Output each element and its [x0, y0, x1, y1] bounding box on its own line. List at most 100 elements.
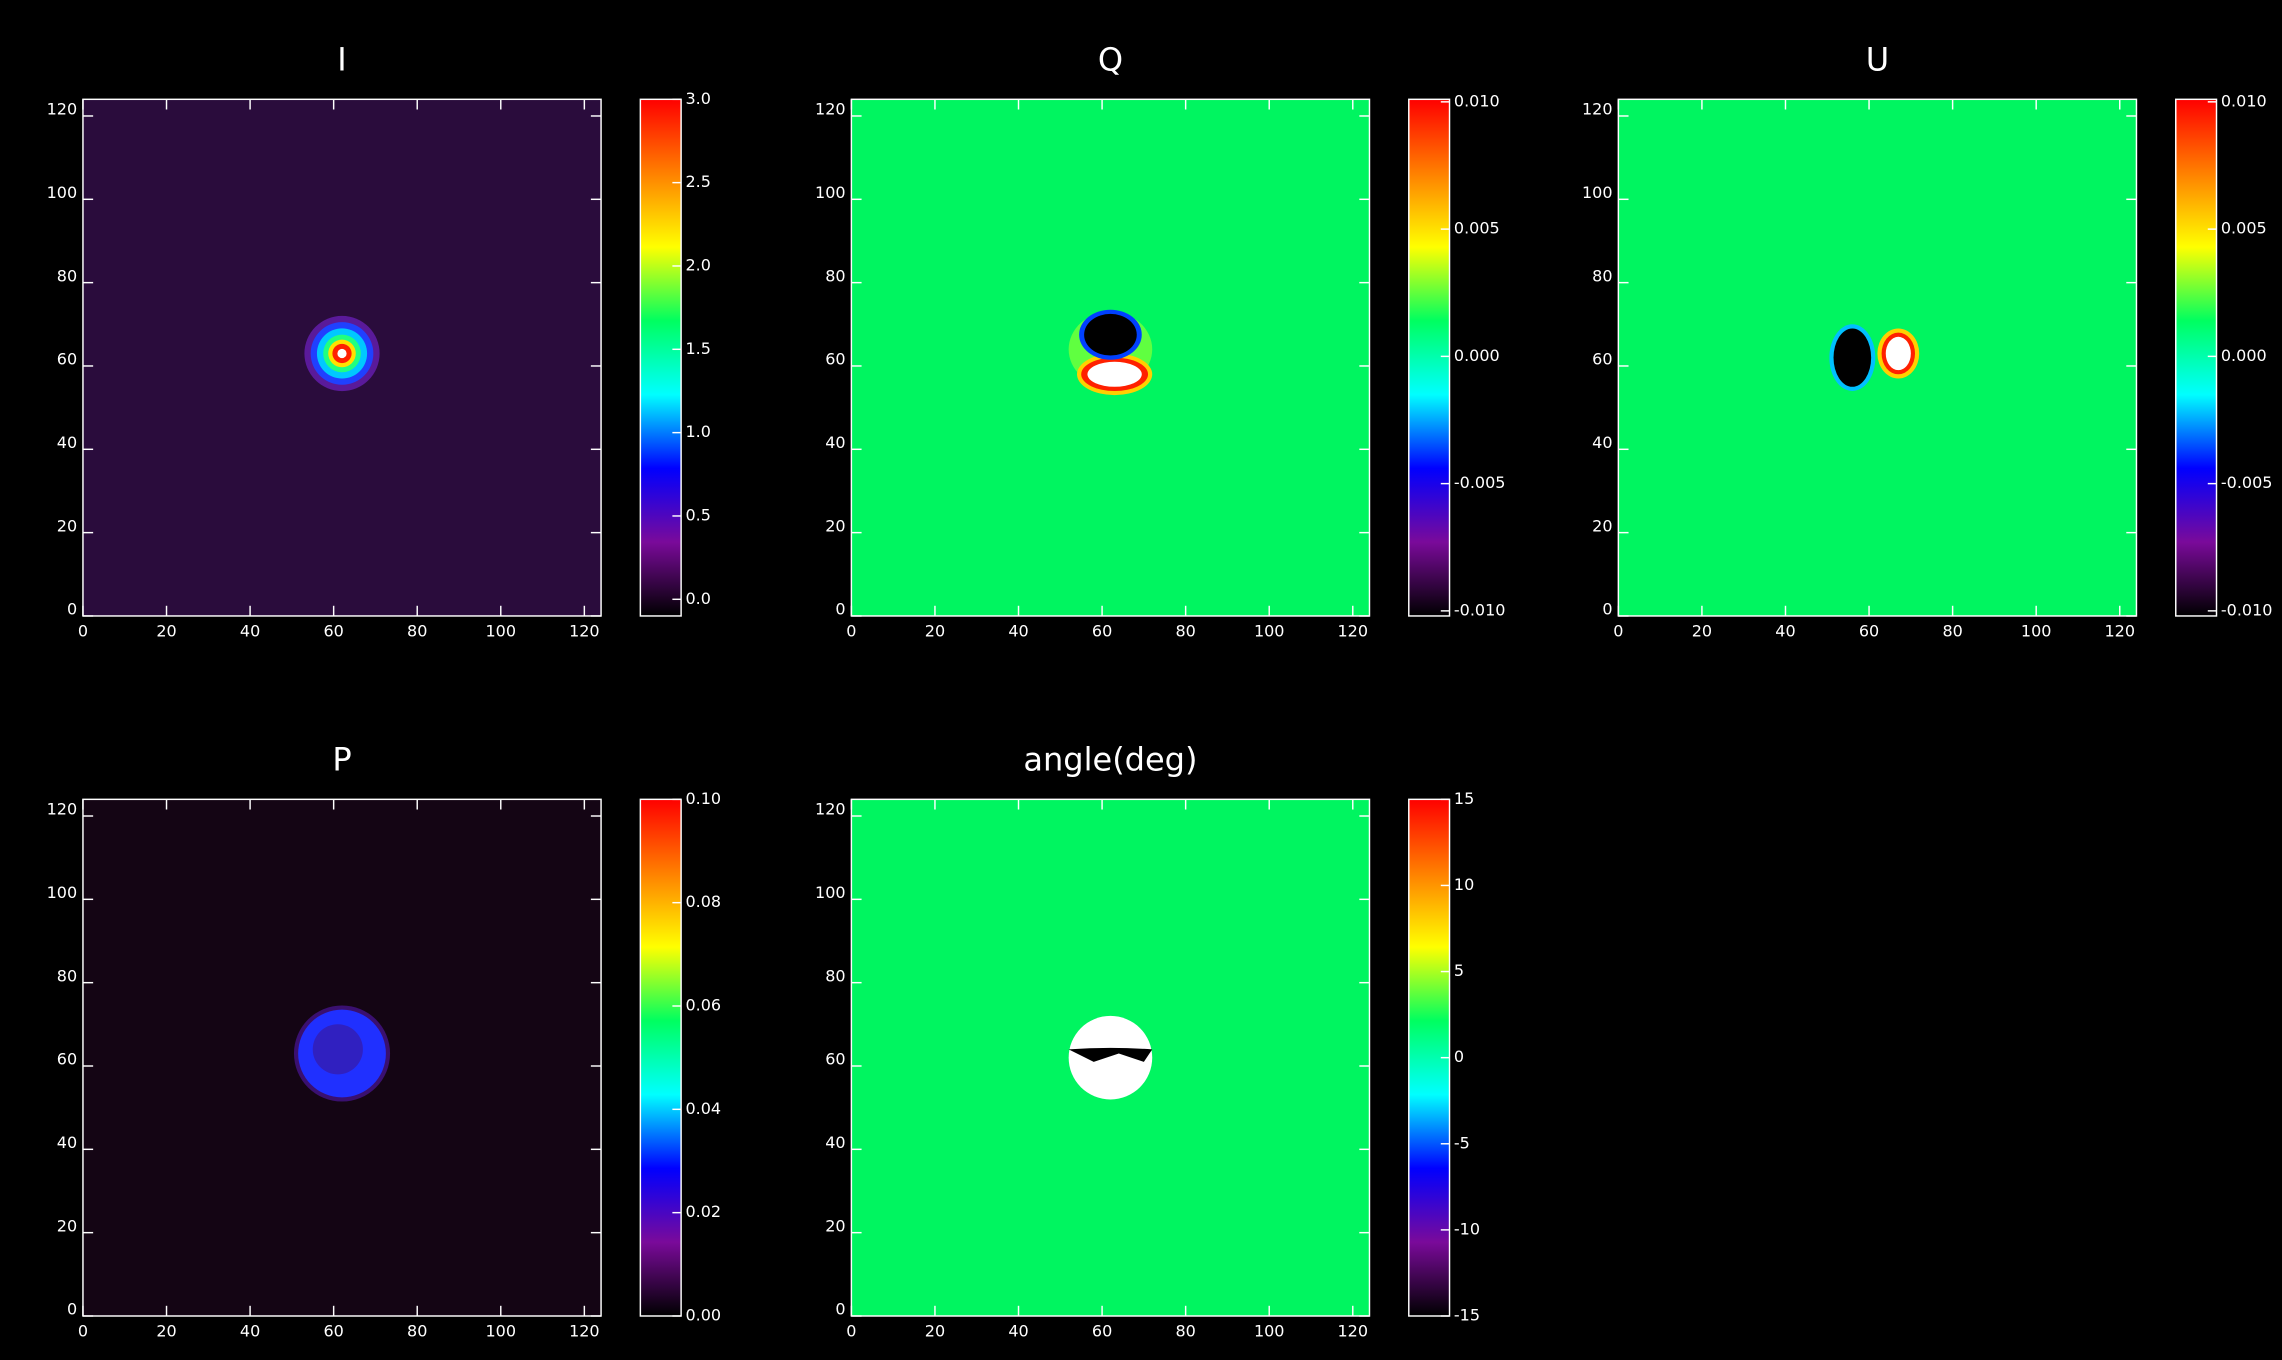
x-tick-label: 0 — [846, 1322, 856, 1341]
colorbar — [1408, 98, 1451, 617]
colorbar-tick-label: 5 — [1454, 961, 1464, 980]
plot-frame — [850, 798, 1371, 1317]
colorbar-tick-label: 0.10 — [685, 789, 721, 808]
y-tick-label: 20 — [1592, 516, 1612, 535]
y-tick-label: 120 — [47, 100, 78, 119]
panel-title: U — [1866, 40, 1889, 78]
feature — [1068, 1047, 1153, 1062]
colorbar-tick-label: 0.08 — [685, 892, 721, 911]
colorbar-tick-label: 0.000 — [1454, 346, 1500, 365]
colorbar-tick-label: -15 — [1454, 1305, 1480, 1324]
y-tick-label: 0 — [1602, 600, 1612, 619]
image-features — [293, 1005, 391, 1102]
panel-title: P — [332, 741, 351, 779]
x-tick-label: 40 — [1775, 621, 1795, 640]
colorbar-tick-label: 10 — [1454, 875, 1474, 894]
x-tick-label: 80 — [1942, 621, 1962, 640]
x-tick-label: 40 — [240, 1322, 260, 1341]
x-tick-label: 20 — [925, 621, 945, 640]
y-tick-label: 60 — [825, 350, 845, 369]
plot-frame — [82, 798, 602, 1317]
image-background — [1618, 99, 2137, 616]
colorbar-tick-label: 0.5 — [685, 505, 710, 524]
y-tick-label: 0 — [835, 1300, 845, 1319]
colorbar-tick-label: 0 — [1454, 1047, 1464, 1066]
y-tick-label: 20 — [825, 1216, 845, 1235]
colorbar-tick-label: 1.0 — [685, 422, 710, 441]
plot-frame — [1617, 98, 2138, 617]
colorbar-tick-label: 0.02 — [685, 1202, 721, 1221]
y-tick-label: 20 — [57, 516, 77, 535]
x-tick-label: 0 — [78, 1322, 88, 1341]
y-tick-label: 120 — [815, 800, 846, 819]
y-tick-label: 20 — [57, 1216, 77, 1235]
x-tick-label: 120 — [1338, 1322, 1369, 1341]
y-tick-label: 60 — [57, 1050, 77, 1069]
y-tick-label: 80 — [825, 966, 845, 985]
y-tick-label: 20 — [825, 516, 845, 535]
x-tick-label: 120 — [2104, 621, 2135, 640]
colorbar-tick-label: 15 — [1454, 789, 1474, 808]
x-tick-label: 100 — [1254, 1322, 1285, 1341]
colorbar-tick-label: -10 — [1454, 1219, 1480, 1238]
colorbar-tick-label: -5 — [1454, 1133, 1470, 1152]
x-tick-label: 40 — [1008, 1322, 1028, 1341]
y-tick-label: 80 — [1592, 266, 1612, 285]
x-tick-label: 100 — [486, 621, 517, 640]
x-tick-label: 40 — [240, 621, 260, 640]
x-tick-label: 20 — [156, 1322, 176, 1341]
colorbar — [639, 798, 682, 1317]
panel-title: Q — [1098, 40, 1123, 78]
y-tick-label: 60 — [825, 1050, 845, 1069]
y-tick-label: 100 — [815, 183, 846, 202]
y-tick-label: 0 — [67, 600, 77, 619]
x-tick-label: 0 — [78, 621, 88, 640]
feature — [312, 1024, 363, 1075]
y-tick-label: 120 — [1582, 100, 1613, 119]
colorbar-tick-label: 0.010 — [1454, 91, 1500, 110]
x-tick-label: 20 — [925, 1322, 945, 1341]
x-tick-label: 0 — [846, 621, 856, 640]
x-tick-label: 60 — [1092, 1322, 1112, 1341]
x-tick-label: 60 — [1092, 621, 1112, 640]
x-tick-label: 60 — [1859, 621, 1879, 640]
y-tick-label: 80 — [57, 966, 77, 985]
colorbar — [2175, 98, 2218, 617]
y-tick-label: 0 — [67, 1300, 77, 1319]
panel-title: I — [337, 40, 346, 78]
x-tick-label: 120 — [1338, 621, 1369, 640]
x-tick-label: 60 — [323, 621, 343, 640]
x-tick-label: 120 — [569, 1322, 600, 1341]
x-tick-label: 40 — [1008, 621, 1028, 640]
colorbar-tick-label: 0.0 — [685, 589, 710, 608]
y-tick-label: 100 — [47, 183, 78, 202]
x-tick-label: 100 — [2021, 621, 2052, 640]
feature — [1068, 1015, 1153, 1100]
panel-title: angle(deg) — [1023, 741, 1197, 779]
image-features — [1068, 309, 1153, 396]
plot-frame — [82, 98, 602, 617]
colorbar-tick-label: -0.005 — [1454, 473, 1506, 492]
y-tick-label: 40 — [825, 1133, 845, 1152]
x-tick-label: 80 — [1175, 1322, 1195, 1341]
colorbar-tick-label: 3.0 — [685, 89, 710, 108]
colorbar-tick-label: 2.0 — [685, 255, 710, 274]
y-tick-label: 40 — [1592, 433, 1612, 452]
y-tick-label: 80 — [825, 266, 845, 285]
x-tick-label: 80 — [1175, 621, 1195, 640]
image-features — [1068, 1015, 1153, 1100]
colorbar-tick-label: 0.000 — [2221, 346, 2267, 365]
colorbar-tick-label: -0.010 — [2221, 600, 2273, 619]
feature — [1084, 313, 1137, 356]
y-tick-label: 120 — [47, 800, 78, 819]
y-tick-label: 40 — [57, 433, 77, 452]
x-tick-label: 80 — [407, 1322, 427, 1341]
y-tick-label: 120 — [815, 100, 846, 119]
feature — [337, 348, 347, 359]
colorbar-tick-label: 0.06 — [685, 996, 721, 1015]
x-tick-label: 100 — [1254, 621, 1285, 640]
colorbar-tick-label: 0.04 — [685, 1099, 721, 1118]
colorbar-tick-label: 0.005 — [1454, 219, 1500, 238]
